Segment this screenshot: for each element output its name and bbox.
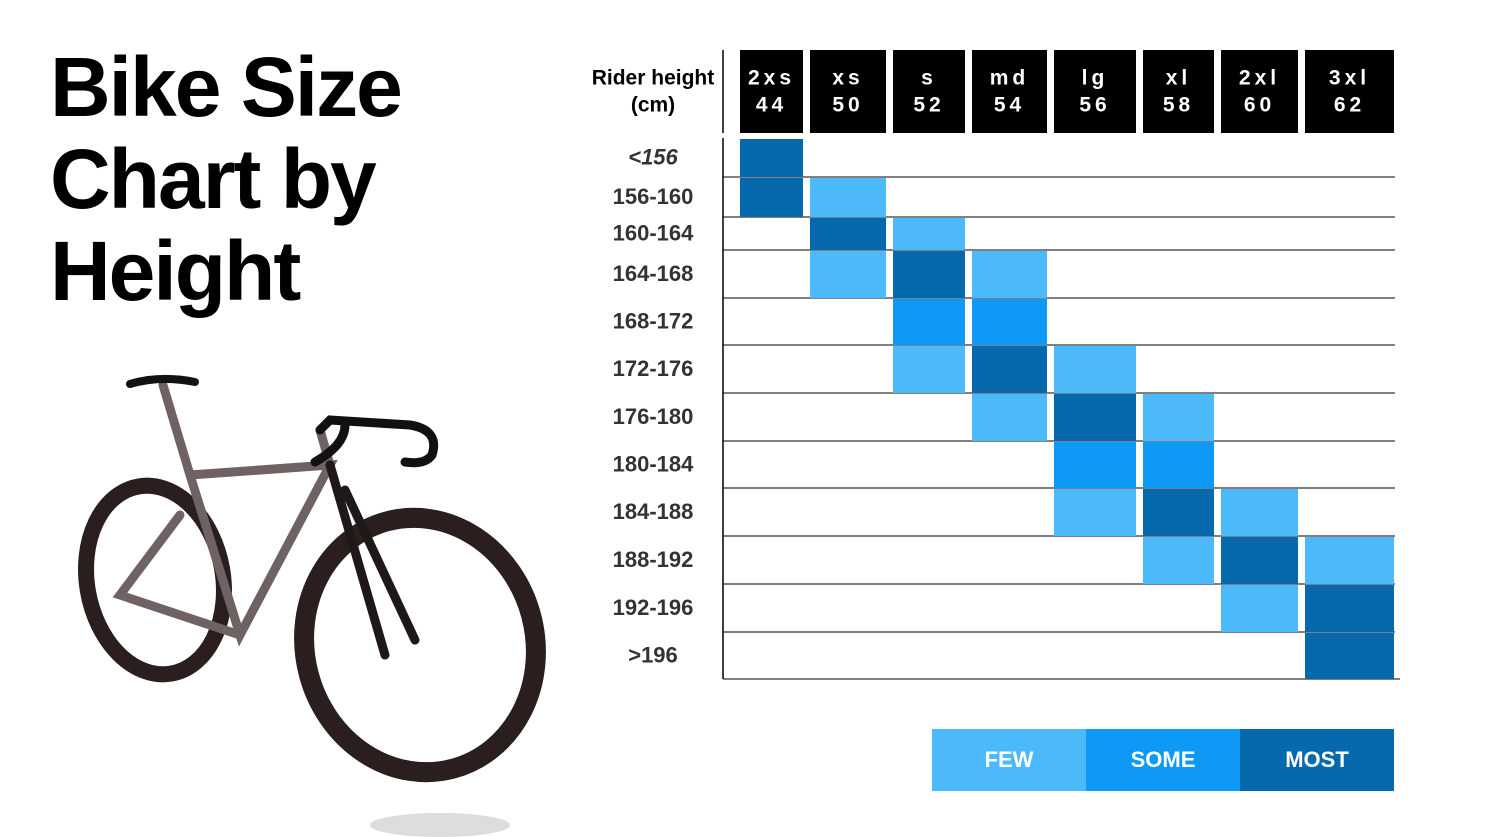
size-number: 58 — [1163, 94, 1194, 117]
row-label: 172-176 — [613, 356, 694, 381]
size-cell — [740, 139, 803, 177]
size-label: 3xl — [1329, 67, 1370, 90]
row-label: >196 — [628, 642, 678, 667]
size-cell — [893, 218, 965, 250]
size-cell — [972, 394, 1047, 441]
size-number: 54 — [994, 94, 1025, 117]
size-number: 44 — [756, 94, 787, 117]
size-cell — [1054, 346, 1136, 393]
size-cell — [810, 178, 886, 217]
column-header — [893, 50, 965, 133]
column-header — [1054, 50, 1136, 133]
size-number: 62 — [1334, 94, 1365, 117]
row-label: 164-168 — [613, 261, 694, 286]
size-cell — [1054, 394, 1136, 441]
size-label: xs — [832, 67, 863, 90]
size-cell — [1054, 442, 1136, 488]
size-number: 60 — [1244, 94, 1275, 117]
size-number: 52 — [913, 94, 944, 117]
column-header — [1305, 50, 1394, 133]
column-header — [740, 50, 803, 133]
row-label: 184-188 — [613, 499, 694, 524]
size-cell — [893, 251, 965, 298]
row-label: 168-172 — [613, 308, 694, 333]
legend-label: FEW — [985, 747, 1034, 772]
size-label: xl — [1166, 67, 1192, 90]
size-label: 2xs — [748, 67, 795, 90]
column-header — [1143, 50, 1214, 133]
row-label: 156-160 — [613, 184, 694, 209]
size-cell — [1305, 537, 1394, 584]
size-label: 2xl — [1239, 67, 1280, 90]
legend-swatch — [932, 729, 1086, 791]
size-label: lg — [1082, 67, 1109, 90]
size-cell — [972, 346, 1047, 393]
size-cell — [1221, 489, 1298, 536]
row-label: 176-180 — [613, 404, 694, 429]
row-label: 192-196 — [613, 595, 694, 620]
title-line: Chart by — [50, 132, 377, 226]
size-label: md — [990, 67, 1030, 90]
size-cell — [1305, 633, 1394, 679]
size-cell — [1143, 442, 1214, 488]
header-label: (cm) — [631, 94, 675, 117]
size-cell — [740, 178, 803, 217]
size-cell — [1143, 537, 1214, 584]
size-label: s — [921, 67, 937, 90]
size-number: 56 — [1079, 94, 1110, 117]
size-number: 50 — [832, 94, 863, 117]
row-label: 180-184 — [613, 451, 695, 476]
size-cell — [1143, 489, 1214, 536]
size-cell — [1221, 537, 1298, 584]
legend-label: SOME — [1131, 747, 1196, 772]
row-label: 160-164 — [613, 220, 695, 245]
size-cell — [972, 299, 1047, 345]
column-header — [972, 50, 1047, 133]
header-label: Rider height — [592, 67, 715, 90]
size-cell — [893, 299, 965, 345]
title-line: Bike Size — [50, 40, 401, 134]
row-label: 188-192 — [613, 547, 694, 572]
column-header — [1221, 50, 1298, 133]
bike-illustration — [78, 374, 546, 837]
title-line: Height — [50, 224, 300, 318]
legend-swatch — [1086, 729, 1240, 791]
size-cell — [1054, 489, 1136, 536]
size-cell — [810, 218, 886, 250]
size-cell — [1221, 585, 1298, 632]
size-cell — [1305, 585, 1394, 632]
size-cell — [972, 251, 1047, 298]
row-label: <156 — [628, 144, 678, 169]
legend-swatch — [1240, 729, 1394, 791]
column-header — [810, 50, 886, 133]
size-cell — [1143, 394, 1214, 441]
size-cell — [893, 346, 965, 393]
legend-label: MOST — [1285, 747, 1349, 772]
size-cell — [810, 251, 886, 298]
